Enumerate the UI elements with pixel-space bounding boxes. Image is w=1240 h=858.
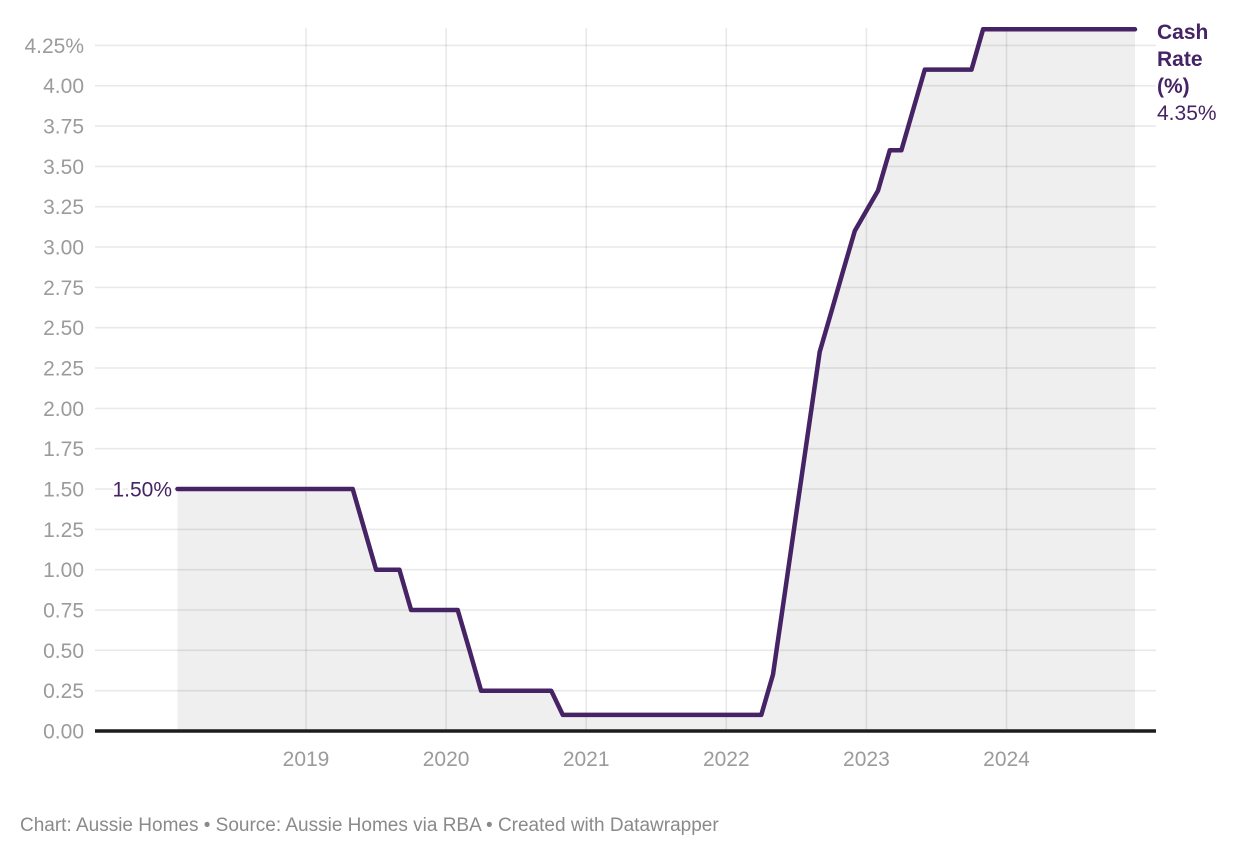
y-axis-label: 0.25 [43,680,84,703]
y-axis-label: 0.00 [43,721,84,744]
start-value-label: 1.50% [112,479,172,502]
x-axis-label: 2021 [563,748,610,771]
x-axis-label: 2023 [843,748,890,771]
y-axis-label: 1.25 [43,519,84,542]
chart-footer: Chart: Aussie Homes • Source: Aussie Hom… [20,815,719,836]
y-axis-label: 4.00 [43,75,84,98]
series-end-value: 4.35% [1157,102,1217,125]
x-axis-label: 2020 [423,748,470,771]
y-axis-label: 2.25 [43,358,84,381]
y-axis-label: 3.00 [43,237,84,260]
y-axis-label: 3.50 [43,156,84,179]
series-end-label: Cash Rate (%) 4.35% [1157,19,1225,127]
y-axis-label: 0.50 [43,640,84,663]
y-axis-label: 2.75 [43,277,84,300]
y-axis-label: 0.75 [43,600,84,623]
y-axis-label: 3.25 [43,196,84,219]
y-axis-label: 1.00 [43,559,84,582]
x-axis-label: 2019 [283,748,330,771]
y-axis-label: 2.00 [43,398,84,421]
y-axis-label: 4.25% [24,35,84,58]
x-axis-label: 2022 [703,748,750,771]
y-axis-label: 3.75 [43,116,84,139]
series-name-label: Cash Rate (%) [1157,21,1209,98]
y-axis-label: 2.50 [43,317,84,340]
y-axis-label: 1.50 [43,479,84,502]
y-axis-label: 1.75 [43,438,84,461]
x-axis-label: 2024 [983,748,1030,771]
cash-rate-line [175,27,1138,718]
series-area-fill [177,29,1135,732]
